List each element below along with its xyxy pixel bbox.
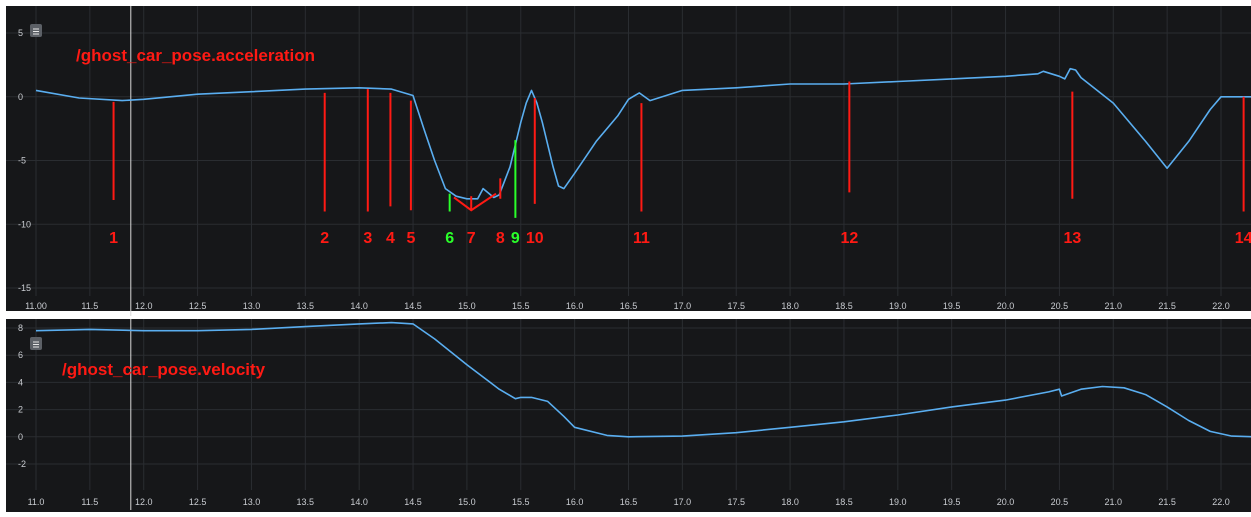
annotation-label-3: 3 — [363, 230, 372, 247]
x-tick-label: 21.0 — [1105, 497, 1123, 507]
x-tick-label: 19.5 — [943, 301, 961, 311]
x-tick-label: 15.5 — [512, 301, 530, 311]
y-tick-label: -5 — [18, 156, 26, 166]
x-tick-label: 15.5 — [512, 497, 530, 507]
x-tick-label: 15.0 — [458, 301, 476, 311]
y-tick-label: 0 — [18, 432, 23, 442]
x-tick-label: 13.5 — [297, 497, 315, 507]
x-tick-label: 20.0 — [997, 497, 1015, 507]
x-tick-label: 17.5 — [727, 497, 745, 507]
velocity-grid — [6, 319, 1251, 490]
menu-icon[interactable] — [30, 24, 42, 37]
acceleration-annotations: 1 2 3 4 5 6 7 8 9 10 11 12 13 14 — [109, 81, 1251, 247]
x-tick-label: 14.0 — [350, 301, 368, 311]
x-tick-label: 12.0 — [135, 301, 153, 311]
x-tick-label: 16.0 — [566, 301, 584, 311]
annotation-label-6: 6 — [445, 230, 454, 247]
velocity-panel: 8 6 4 2 0 -2 11.0 11.5 12.0 12.5 13.0 13.5 14.0 14.5… — [6, 319, 1251, 512]
annotation-label-10: 10 — [526, 230, 544, 247]
x-tick-label: 12.0 — [135, 497, 153, 507]
y-tick-label: -15 — [18, 283, 31, 293]
annotation-label-11: 11 — [633, 230, 650, 247]
x-tick-label: 15.0 — [458, 497, 476, 507]
x-tick-label: 13.0 — [243, 497, 261, 507]
x-tick-label: 12.5 — [189, 497, 207, 507]
y-tick-label: 2 — [18, 405, 23, 415]
x-tick-label: 16.0 — [566, 497, 584, 507]
annotation-label-14: 14 — [1235, 230, 1251, 247]
x-tick-label: 19.5 — [943, 497, 961, 507]
velocity-y-ticks: 8 6 4 2 0 -2 — [18, 323, 26, 469]
x-tick-label: 12.5 — [189, 301, 207, 311]
annotation-label-8: 8 — [496, 230, 505, 247]
x-tick-label: 13.0 — [243, 301, 261, 311]
y-tick-label: 8 — [18, 323, 23, 333]
x-tick-label: 18.5 — [835, 497, 853, 507]
x-tick-label: 21.5 — [1158, 497, 1176, 507]
x-tick-label: 11.0 — [28, 497, 45, 507]
y-tick-label: -10 — [18, 219, 31, 229]
x-tick-label: 21.5 — [1158, 301, 1176, 311]
annotation-label-7: 7 — [467, 230, 476, 247]
x-tick-label: 20.5 — [1051, 497, 1069, 507]
menu-icon[interactable] — [30, 337, 42, 350]
annotation-label-2: 2 — [320, 230, 329, 247]
x-tick-label: 22.0 — [1212, 301, 1230, 311]
acceleration-menu-button[interactable] — [30, 24, 42, 37]
y-tick-label: 5 — [18, 28, 23, 38]
x-tick-label: 18.0 — [781, 497, 799, 507]
velocity-x-ticks: 11.0 11.5 12.0 12.5 13.0 13.5 14.0 14.5 15.0 15.5… — [28, 497, 1230, 507]
x-tick-label: 14.5 — [404, 497, 422, 507]
velocity-title: /ghost_car_pose.velocity — [62, 360, 266, 379]
acceleration-panel: 5 0 -5 -10 -15 11.00 11.5 12.0 12.5 13.0 13.5 14.0… — [6, 6, 1251, 316]
annotation-label-9: 9 — [511, 230, 520, 247]
y-tick-label: -2 — [18, 459, 26, 469]
acceleration-x-ticks: 11.00 11.5 12.0 12.5 13.0 13.5 14.0 14.5 15.0 15.… — [25, 301, 1230, 311]
velocity-series-line — [35, 321, 1251, 438]
x-tick-label: 17.5 — [727, 301, 745, 311]
x-tick-label: 16.5 — [620, 497, 638, 507]
annotation-label-12: 12 — [840, 230, 858, 247]
acceleration-grid — [6, 6, 1251, 296]
x-tick-label: 11.5 — [81, 301, 98, 311]
annotation-label-4: 4 — [386, 230, 395, 247]
x-tick-label: 18.0 — [781, 301, 799, 311]
x-tick-label: 19.0 — [889, 301, 907, 311]
x-tick-label: 17.0 — [674, 497, 692, 507]
x-tick-label: 11.5 — [81, 497, 98, 507]
x-tick-label: 21.0 — [1105, 301, 1123, 311]
acceleration-title: /ghost_car_pose.acceleration — [76, 46, 315, 65]
x-tick-label: 11.00 — [25, 301, 47, 311]
velocity-menu-button[interactable] — [30, 337, 42, 350]
x-tick-label: 17.0 — [674, 301, 692, 311]
x-tick-label: 14.5 — [404, 301, 422, 311]
annotation-label-5: 5 — [406, 230, 415, 247]
x-tick-label: 18.5 — [835, 301, 853, 311]
x-tick-label: 20.5 — [1051, 301, 1069, 311]
annotation-label-1: 1 — [109, 230, 118, 247]
x-tick-label: 13.5 — [297, 301, 315, 311]
annotation-v-segment — [453, 192, 497, 212]
acceleration-series-line — [35, 67, 1251, 200]
x-tick-label: 19.0 — [889, 497, 907, 507]
annotation-label-13: 13 — [1063, 230, 1081, 247]
x-tick-label: 14.0 — [350, 497, 368, 507]
y-tick-label: 6 — [18, 350, 23, 360]
acceleration-y-ticks: 5 0 -5 -10 -15 — [18, 28, 31, 293]
x-tick-label: 20.0 — [997, 301, 1015, 311]
y-tick-label: 0 — [18, 92, 23, 102]
x-tick-label: 22.0 — [1212, 497, 1230, 507]
y-tick-label: 4 — [18, 377, 23, 387]
x-tick-label: 16.5 — [620, 301, 638, 311]
